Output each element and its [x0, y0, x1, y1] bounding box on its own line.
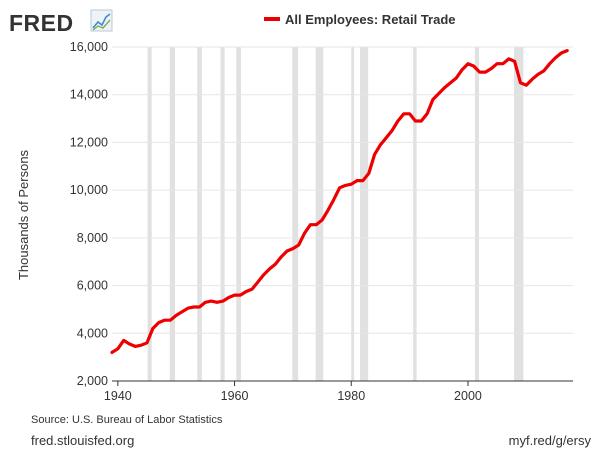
recession-band: [147, 47, 152, 381]
y-tick-label: 4,000: [77, 326, 108, 340]
recession-band: [236, 47, 241, 381]
logo-text: FRED: [9, 10, 74, 36]
line-graph-icon: [90, 9, 113, 32]
recession-band: [351, 47, 355, 381]
fred-logo[interactable]: FRED: [9, 9, 113, 36]
recession-band: [474, 47, 480, 381]
x-tick-label: 1940: [104, 389, 132, 403]
y-tick-label: 6,000: [77, 279, 108, 293]
legend: All Employees: Retail Trade: [264, 12, 456, 27]
series-layer: [110, 48, 569, 354]
recession-band: [413, 47, 417, 381]
recession-band: [315, 47, 324, 381]
grid-lines: [112, 46, 573, 334]
x-tick-label: 1960: [221, 389, 249, 403]
legend-swatch: [264, 17, 280, 21]
recession-shading: [147, 47, 524, 381]
source-text: Source: U.S. Bureau of Labor Statistics: [31, 414, 223, 426]
site-link[interactable]: fred.stlouisfed.org: [31, 433, 134, 448]
recession-band: [220, 47, 225, 381]
axes: 2,000 4,000 6,000 8,000 10,000 12,000 14,000 16…: [70, 40, 573, 403]
y-tick-label: 10,000: [70, 183, 108, 197]
series-line: [110, 48, 569, 354]
recession-band: [197, 47, 202, 381]
y-tick-label: 2,000: [77, 374, 108, 388]
recession-band: [169, 47, 176, 381]
legend-label: All Employees: Retail Trade: [285, 12, 456, 27]
y-tick-label: 12,000: [70, 135, 108, 149]
recession-band: [360, 47, 369, 381]
x-tick-label: 1980: [337, 389, 365, 403]
y-tick-label: 16,000: [70, 40, 108, 54]
recession-band: [514, 47, 524, 381]
recession-band: [292, 47, 299, 381]
short-link[interactable]: myf.red/g/ersy: [509, 433, 592, 448]
y-tick-label: 8,000: [77, 231, 108, 245]
y-axis-title: Thousands of Persons: [16, 149, 31, 280]
y-tick-label: 14,000: [70, 88, 108, 102]
x-tick-label: 2000: [454, 389, 482, 403]
